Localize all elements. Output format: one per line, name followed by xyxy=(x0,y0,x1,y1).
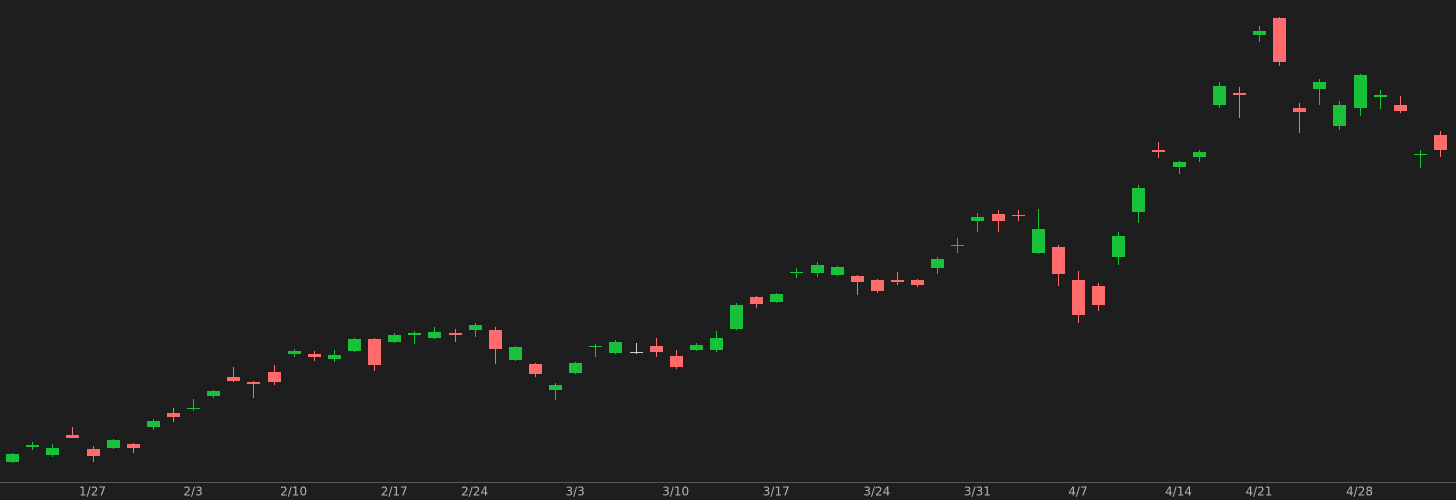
candle-body xyxy=(1354,75,1367,108)
candle-body xyxy=(931,259,944,268)
candle-body xyxy=(1193,152,1206,157)
candle-body xyxy=(1213,86,1226,105)
candle-body xyxy=(509,347,522,360)
candle-body xyxy=(87,449,100,456)
x-tick-label: 4/21 xyxy=(1245,485,1272,499)
candle-body xyxy=(911,280,924,285)
candle-body xyxy=(790,272,803,273)
candle-body xyxy=(1012,215,1025,216)
candle-body xyxy=(388,335,401,342)
candle-body xyxy=(308,354,321,357)
x-tick-label: 3/17 xyxy=(763,485,790,499)
x-tick-label: 4/28 xyxy=(1346,485,1373,499)
candle-body xyxy=(770,294,783,302)
candle-body xyxy=(247,382,260,384)
candle-body xyxy=(1273,18,1286,62)
candle-body xyxy=(549,385,562,390)
candle-body xyxy=(1173,162,1186,167)
candle-body xyxy=(589,346,602,347)
candle-body xyxy=(971,217,984,221)
candle-body xyxy=(609,342,622,353)
candle-body xyxy=(1414,154,1427,155)
candle-body xyxy=(710,338,723,350)
candle-body xyxy=(1374,95,1387,97)
candle-body xyxy=(167,413,180,417)
candle-body xyxy=(750,297,763,304)
candle-body xyxy=(1394,105,1407,111)
candle-body xyxy=(428,332,441,338)
candle-body xyxy=(650,346,663,352)
candle-body xyxy=(730,305,743,329)
candle-body xyxy=(1072,280,1085,315)
candle-body xyxy=(529,364,542,374)
candle-body xyxy=(227,377,240,381)
candle-body xyxy=(1112,236,1125,257)
x-tick-label: 2/17 xyxy=(381,485,408,499)
x-tick-label: 4/14 xyxy=(1165,485,1192,499)
candle-body xyxy=(1132,188,1145,212)
candle-body xyxy=(831,267,844,275)
candle-body xyxy=(489,330,502,349)
candle-body xyxy=(891,280,904,282)
candle-body xyxy=(46,448,59,455)
candle-body xyxy=(1333,105,1346,126)
candle-body xyxy=(6,454,19,462)
candle-body xyxy=(1052,247,1065,274)
candle-body xyxy=(992,214,1005,221)
candle-body xyxy=(449,333,462,335)
candle-body xyxy=(811,265,824,273)
x-tick-label: 3/3 xyxy=(566,485,585,499)
candle-body xyxy=(1434,135,1447,150)
x-tick-label: 3/10 xyxy=(662,485,689,499)
candle-body xyxy=(469,325,482,330)
candle-body xyxy=(207,391,220,396)
x-tick-label: 3/31 xyxy=(964,485,991,499)
candle-body xyxy=(408,333,421,335)
candle-body xyxy=(1152,150,1165,152)
candle-body xyxy=(670,356,683,367)
candle-body xyxy=(871,280,884,291)
candle-body xyxy=(690,345,703,350)
candle-body xyxy=(348,339,361,351)
candle-body xyxy=(1313,82,1326,89)
candle-body xyxy=(630,352,643,353)
candle-body xyxy=(127,444,140,448)
candle-body xyxy=(268,372,281,382)
candle-body xyxy=(368,339,381,365)
x-tick-label: 3/24 xyxy=(863,485,890,499)
candle-body xyxy=(187,408,200,409)
candle-body xyxy=(951,245,964,246)
candle-body xyxy=(1092,286,1105,305)
x-tick-label: 1/27 xyxy=(79,485,106,499)
candle-body xyxy=(851,276,864,282)
candle-body xyxy=(107,440,120,448)
x-tick-label: 2/3 xyxy=(183,485,202,499)
x-tick-label: 2/24 xyxy=(461,485,488,499)
candle-body xyxy=(66,435,79,438)
candle-body xyxy=(1253,31,1266,35)
candle-body xyxy=(288,351,301,354)
x-tick-label: 2/10 xyxy=(280,485,307,499)
candle-body xyxy=(147,421,160,427)
x-tick-label: 4/7 xyxy=(1068,485,1087,499)
candle-body xyxy=(1293,108,1306,112)
candle-body xyxy=(328,355,341,359)
candle-body xyxy=(569,363,582,373)
candle-body xyxy=(1233,93,1246,95)
candle-body xyxy=(26,445,39,447)
candle-body xyxy=(1032,229,1045,253)
